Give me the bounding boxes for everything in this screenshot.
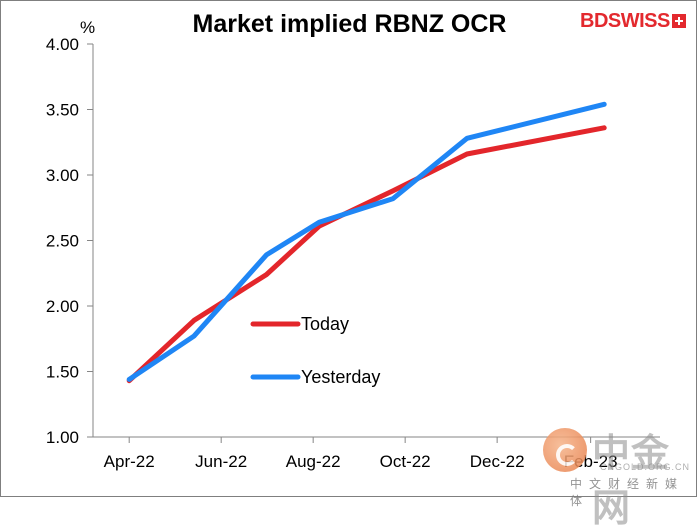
- legend-label-today: Today: [301, 314, 349, 334]
- logo-bd-text: BD: [580, 10, 608, 32]
- x-tick-label: Oct-22: [380, 452, 431, 471]
- line-chart: 1.00 1.50 2.00 2.50 3.00 3.50 4.00% Apr-22 Jun-…: [46, 18, 660, 471]
- chart-title: Market implied RBNZ OCR: [192, 10, 507, 38]
- chart-series: [126, 101, 607, 384]
- chart-frame: [0, 0, 697, 497]
- watermark-logo-icon: [543, 428, 587, 472]
- y-tick-label: 2.00: [46, 297, 79, 316]
- chart-legend: Today Yesterday: [250, 314, 380, 387]
- x-tick-label: Apr-22: [104, 452, 155, 471]
- x-axis-ticks: Apr-22 Jun-22 Aug-22 Oct-22 Dec-22 Feb-23: [104, 437, 618, 471]
- y-axis-ticks: 1.00 1.50 2.00 2.50 3.00 3.50 4.00%: [46, 18, 95, 447]
- watermark-en-text: CNGOLD.ORG.CN: [600, 462, 691, 472]
- logo-swiss-text: SWISS: [607, 10, 670, 32]
- cngold-watermark: 中金网 CNGOLD.ORG.CN 中文财经新媒体: [540, 422, 695, 530]
- y-tick-label: 1.00: [46, 428, 79, 447]
- swiss-flag-icon: [671, 14, 686, 28]
- legend-label-yesterday: Yesterday: [301, 367, 380, 387]
- y-tick-label: 4.00: [46, 35, 79, 54]
- y-tick-label: 3.50: [46, 101, 79, 120]
- y-tick-label: 3.00: [46, 166, 79, 185]
- series-line-yesterday: [126, 101, 607, 382]
- x-tick-label: Aug-22: [286, 452, 341, 471]
- y-tick-label: 1.50: [46, 363, 79, 382]
- series-line-today: [126, 125, 607, 384]
- x-tick-label: Jun-22: [195, 452, 247, 471]
- y-axis-label: %: [80, 18, 95, 37]
- bdswiss-logo: BDSWISS: [580, 10, 686, 33]
- x-tick-label: Dec-22: [470, 452, 525, 471]
- y-tick-label: 2.50: [46, 232, 79, 251]
- watermark-sub-text: 中文财经新媒体: [570, 477, 685, 508]
